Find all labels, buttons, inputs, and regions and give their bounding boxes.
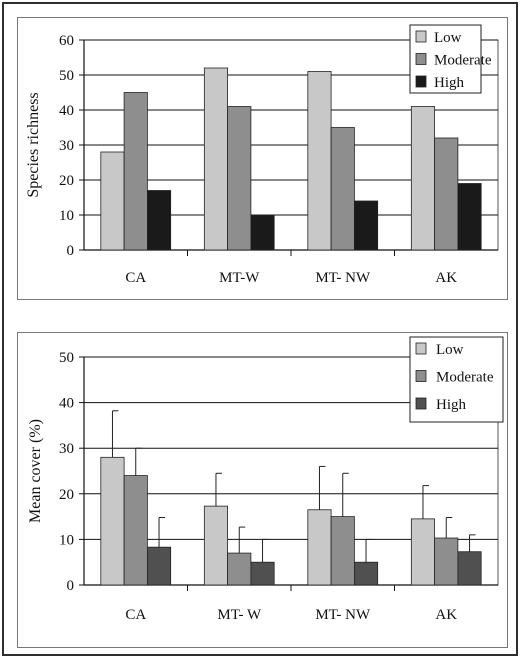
bar-ak-high — [457, 183, 482, 251]
y-tick-label: 30 — [59, 441, 74, 457]
legend-label-moderate: Moderate — [436, 370, 494, 386]
y-tick-label: 10 — [59, 208, 74, 224]
bar-mt-nw-moderate — [330, 516, 355, 586]
bar-mt-nw-moderate — [330, 127, 355, 251]
legend-label-low: Low — [434, 30, 462, 46]
category-label-ca: CA — [125, 270, 146, 286]
species-richness-panel: 0 10 20 30 40 50 60 Species richness CA MT-W MT- N… — [17, 17, 508, 300]
legend-swatch-moderate — [415, 370, 427, 382]
y-tick-label: 50 — [59, 350, 74, 366]
bar-mt-nw-high — [353, 561, 379, 586]
legend-label-low: Low — [436, 342, 464, 358]
legend-swatch-high — [415, 397, 427, 410]
y-tick-label: 50 — [59, 68, 74, 84]
category-label-mt-nw: MT- NW — [315, 270, 371, 286]
category-label-mt-w: MT- W — [217, 607, 262, 623]
bar-mt-w-high — [250, 214, 275, 251]
legend-swatch-low — [415, 30, 427, 43]
legend-swatch-low — [415, 342, 427, 355]
category-label-mt-w: MT-W — [219, 270, 260, 286]
category-label-ak: AK — [435, 607, 457, 623]
bar-ak-low — [410, 106, 436, 251]
bar-ca-low — [100, 151, 125, 251]
category-label-ca: CA — [125, 607, 146, 623]
species-richness-chart: 0 10 20 30 40 50 60 Species richness CA MT-W MT- N… — [25, 24, 499, 286]
y-tick-label: 30 — [59, 138, 74, 154]
bar-ca-moderate — [123, 475, 148, 586]
bar-mt-w-low — [203, 67, 229, 251]
bar-ca-moderate — [123, 92, 148, 251]
bar-mt-w-low — [203, 505, 229, 586]
y-axis-label: Mean cover (%) — [27, 419, 44, 523]
mean-cover-chart: 0 10 20 30 40 50 Mean cover (%) CA MT- W MT- NW AK… — [27, 336, 504, 623]
legend-label-moderate: Moderate — [434, 53, 492, 69]
y-tick-label: 20 — [59, 487, 74, 503]
category-label-mt-nw: MT- NW — [315, 607, 371, 623]
y-axis-label: Species richness — [25, 92, 42, 197]
legend-label-high: High — [436, 397, 467, 413]
bar-ak-moderate — [434, 537, 459, 586]
y-tick-label: 0 — [67, 578, 75, 594]
bar-ca-high — [146, 546, 172, 586]
bar-ak-moderate — [434, 137, 459, 251]
bar-mt-w-moderate — [227, 552, 252, 586]
legend-swatch-moderate — [415, 53, 427, 65]
bar-ca-low — [100, 456, 125, 586]
bar-ak-high — [457, 551, 482, 586]
y-tick-label: 20 — [59, 173, 74, 189]
y-tick-label: 60 — [59, 33, 74, 49]
mean-cover-panel: 0 10 20 30 40 50 Mean cover (%) CA MT- W MT- NW AK… — [17, 332, 508, 648]
bar-mt-w-moderate — [227, 106, 252, 251]
bar-mt-w-high — [250, 561, 275, 586]
legend-swatch-high — [415, 75, 427, 88]
y-tick-label: 40 — [59, 103, 74, 119]
category-label-ak: AK — [435, 270, 457, 286]
y-tick-label: 10 — [59, 532, 74, 548]
y-tick-label: 40 — [59, 396, 74, 412]
bar-mt-nw-low — [307, 509, 332, 586]
bar-ak-low — [410, 518, 436, 586]
y-tick-label: 0 — [67, 243, 75, 259]
legend-label-high: High — [434, 75, 465, 91]
bar-mt-nw-low — [307, 71, 332, 251]
bar-ca-high — [146, 190, 172, 251]
bar-mt-nw-high — [353, 200, 379, 251]
